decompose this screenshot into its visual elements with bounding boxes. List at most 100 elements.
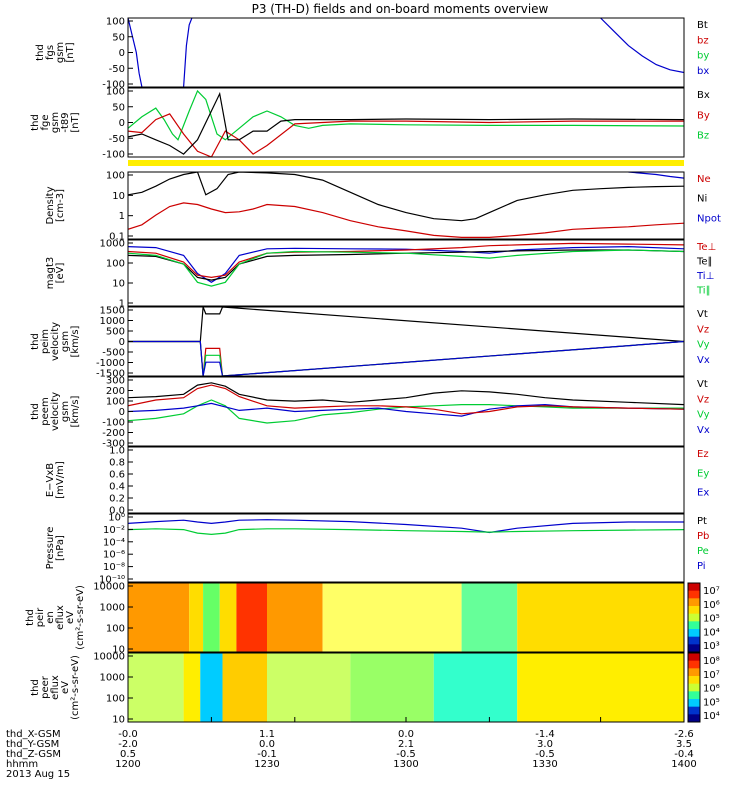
spectrogram-band bbox=[183, 653, 201, 722]
legend-label: Pe bbox=[697, 546, 709, 557]
legend-label: Pb bbox=[697, 531, 709, 542]
y-tick-label: -1000 bbox=[96, 358, 125, 369]
colorbar-tick-label: 10⁷ bbox=[703, 586, 720, 597]
time-axis-row-label: thd_X-GSM bbox=[6, 729, 61, 740]
y-tick-label: 0 bbox=[119, 407, 125, 418]
y-axis-label: thd bbox=[30, 679, 41, 696]
y-tick-label: 1000 bbox=[100, 603, 125, 614]
time-axis-value: 1400 bbox=[671, 759, 696, 770]
legend-label: Vz bbox=[697, 324, 709, 335]
series-line bbox=[128, 340, 684, 376]
y-axis-label: -t89 bbox=[60, 112, 71, 132]
legend-label: Ey bbox=[697, 468, 709, 479]
time-axis-value: 1330 bbox=[532, 759, 557, 770]
spectrogram-band bbox=[517, 653, 684, 722]
series-line bbox=[628, 172, 684, 179]
y-tick-label: -300 bbox=[102, 439, 125, 450]
time-axis-row-label: thd_Z-GSM bbox=[6, 749, 61, 760]
y-axis-label: thd bbox=[30, 333, 41, 350]
spectrogram-band bbox=[236, 583, 267, 652]
y-axis-label: en bbox=[45, 611, 56, 624]
spectrogram-band bbox=[350, 653, 434, 722]
y-tick-label: -500 bbox=[102, 348, 125, 359]
colorbar-tick-label: 10⁸ bbox=[703, 656, 720, 667]
series-line bbox=[128, 340, 684, 376]
y-tick-label: 0.0 bbox=[109, 506, 125, 517]
y-axis-label: gsm bbox=[55, 42, 66, 63]
y-tick-label: 10 bbox=[112, 645, 125, 656]
y-tick-label: 0 bbox=[119, 118, 125, 129]
panel-7: 1.00.80.60.40.20.0 E−VxB [mV/m] Ez Ey Ex bbox=[45, 446, 709, 517]
colorbar-tick-label: 10⁵ bbox=[703, 697, 720, 708]
y-axis-label: Density bbox=[45, 186, 56, 224]
date-label: 2013 Aug 15 bbox=[6, 769, 70, 780]
bz-status-bar bbox=[128, 160, 684, 166]
y-axis-label: [nPa] bbox=[55, 535, 66, 561]
time-axis-value: 1230 bbox=[254, 759, 279, 770]
colorbar-tick-label: 10⁶ bbox=[703, 684, 720, 695]
y-tick-label: 10⁻⁶ bbox=[103, 550, 125, 561]
y-axis-label: [eV] bbox=[55, 263, 66, 284]
y-axis-label: gsm bbox=[50, 112, 61, 133]
colorbar-swatch bbox=[688, 590, 700, 599]
y-tick-label: 300 bbox=[106, 376, 125, 387]
y-axis-label: (cm²-s-sr-eV) bbox=[70, 655, 81, 720]
y-tick-label: 100 bbox=[106, 87, 125, 98]
colorbar-swatch bbox=[688, 621, 700, 630]
y-tick-label: 10⁰ bbox=[108, 513, 125, 524]
panel-frame bbox=[127, 87, 685, 158]
y-axis-label: peer bbox=[40, 675, 51, 699]
y-tick-label: 1 bbox=[119, 299, 125, 310]
y-axis-label: peem bbox=[40, 397, 51, 425]
time-axis-value: 2.1 bbox=[398, 739, 414, 750]
spectrogram-band bbox=[461, 583, 518, 652]
colorbar-swatch bbox=[688, 583, 700, 592]
legend-label: Ez bbox=[697, 449, 709, 460]
y-axis-label: [cm-3] bbox=[55, 189, 66, 222]
legend-label: Vt bbox=[697, 379, 708, 390]
y-tick-label: -200 bbox=[102, 428, 125, 439]
panel-frame bbox=[127, 582, 685, 653]
series-line bbox=[128, 528, 684, 536]
y-tick-label: 100 bbox=[106, 17, 125, 28]
colorbar-swatch bbox=[688, 714, 700, 723]
y-tick-label: 0 bbox=[119, 337, 125, 348]
time-axis-value: -0.4 bbox=[674, 749, 694, 760]
y-tick-label: 1.0 bbox=[109, 446, 125, 457]
y-tick-label: 100 bbox=[106, 397, 125, 408]
colorbar-swatch bbox=[688, 668, 700, 677]
colorbar-swatch bbox=[688, 706, 700, 715]
legend-label: Vz bbox=[697, 394, 709, 405]
series-line bbox=[128, 202, 684, 238]
panel-frame bbox=[127, 446, 685, 514]
spectrogram-band bbox=[128, 653, 184, 722]
series-line bbox=[128, 307, 684, 343]
time-axis-value: 0.5 bbox=[120, 749, 136, 760]
spectrogram-band bbox=[267, 583, 323, 652]
y-axis-label: peir bbox=[35, 607, 46, 627]
colorbar-swatch bbox=[688, 644, 700, 653]
spectrogram-band bbox=[222, 653, 267, 722]
y-tick-label: 1000 bbox=[100, 316, 125, 327]
legend-label: Te⊥ bbox=[696, 242, 716, 253]
spectrogram bbox=[128, 583, 684, 652]
time-axis-row-label: thd_Y-GSM bbox=[6, 739, 59, 750]
time-axis-value: 3.5 bbox=[676, 739, 692, 750]
y-axis-label: E−VxB bbox=[45, 463, 56, 497]
y-tick-label: 10000 bbox=[93, 582, 125, 593]
colorbar-tick-label: 10³ bbox=[703, 641, 720, 652]
y-tick-label: 10⁻¹⁰ bbox=[99, 575, 125, 586]
series-line bbox=[128, 382, 684, 406]
y-axis-label: eV bbox=[65, 611, 76, 624]
series-line bbox=[128, 519, 684, 534]
legend-label: bz bbox=[697, 35, 709, 46]
series-line bbox=[128, 18, 143, 87]
y-tick-label: 10⁻² bbox=[103, 525, 125, 536]
y-tick-label: 500 bbox=[106, 327, 125, 338]
y-axis-label: gsm bbox=[60, 331, 71, 352]
y-axis-label: velocity bbox=[50, 392, 61, 431]
time-axis-value: 1200 bbox=[115, 759, 140, 770]
y-tick-label: 1000 bbox=[100, 673, 125, 684]
